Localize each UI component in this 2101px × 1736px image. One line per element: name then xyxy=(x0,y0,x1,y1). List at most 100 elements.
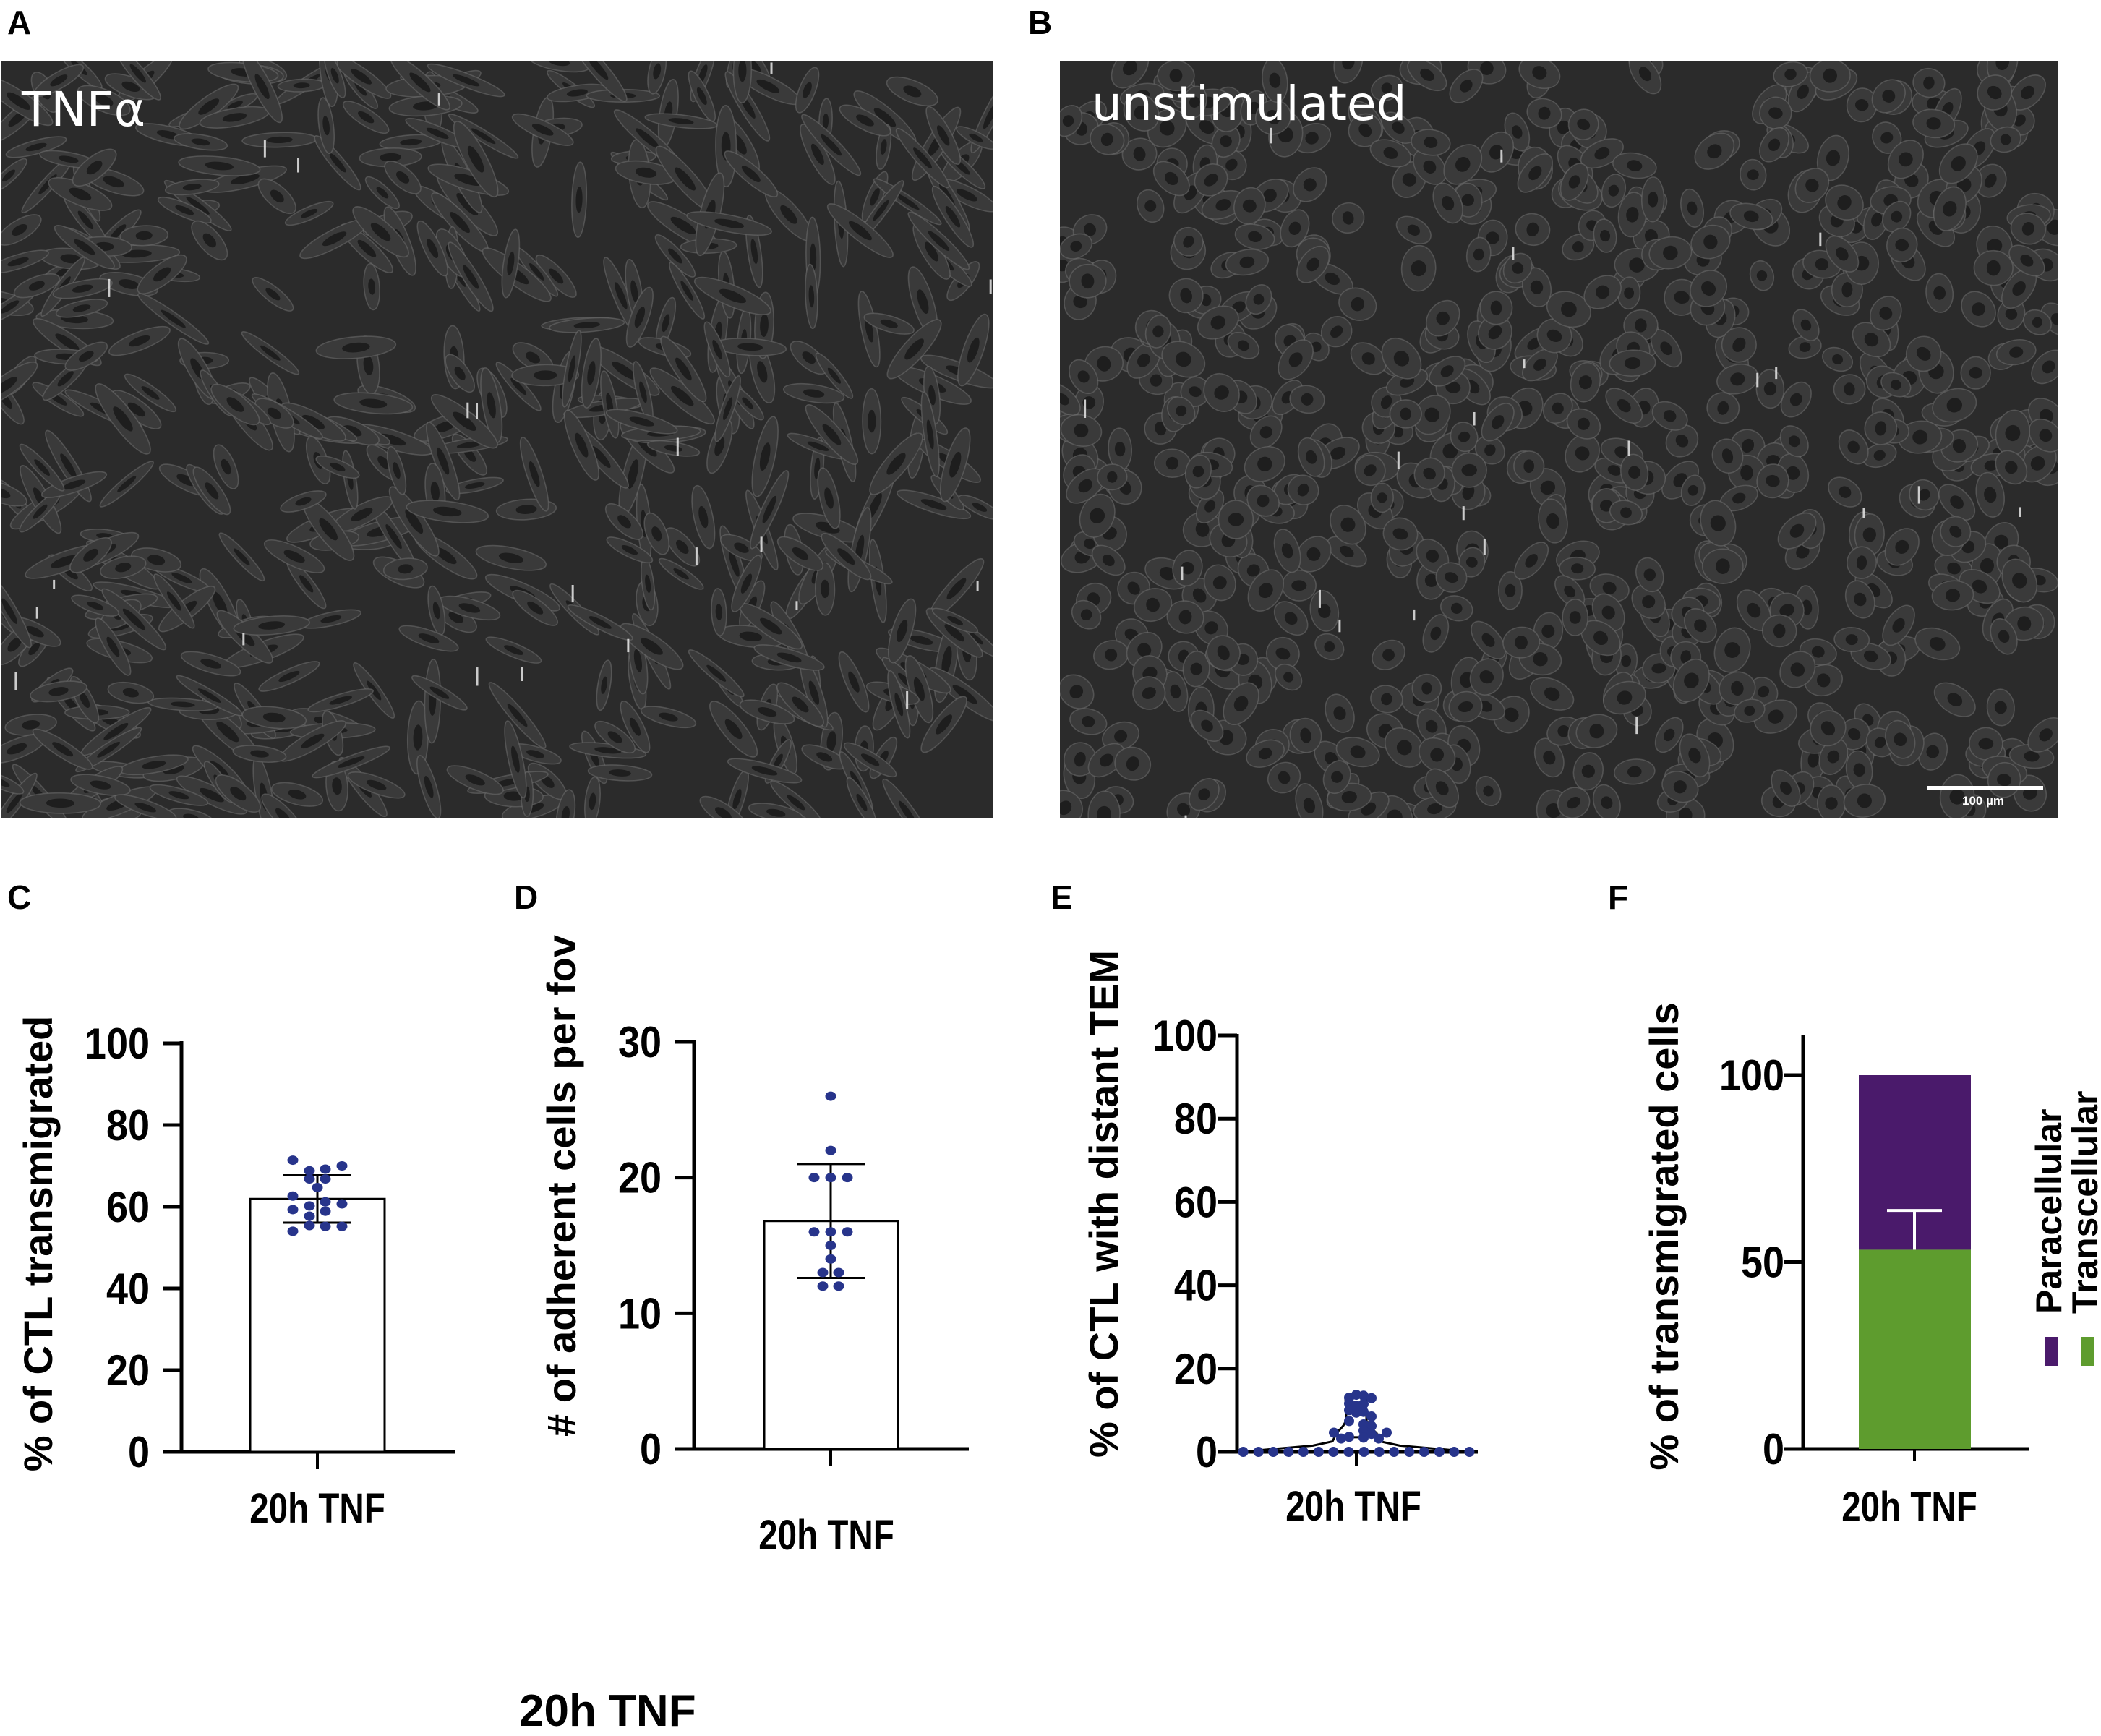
data-point xyxy=(304,1211,315,1221)
data-point xyxy=(1358,1398,1369,1409)
y-tick-label: 100 xyxy=(1719,1051,1784,1100)
data-point xyxy=(1358,1390,1369,1401)
data-point xyxy=(1328,1447,1339,1457)
data-point xyxy=(320,1174,331,1184)
data-point xyxy=(1374,1433,1384,1444)
data-point xyxy=(833,1281,844,1291)
micrograph-label-unstimulated: unstimulated xyxy=(1092,76,1407,132)
data-point xyxy=(1344,1416,1354,1427)
y-tick-label: 10 xyxy=(618,1290,662,1338)
y-tick-label: 20 xyxy=(618,1154,662,1202)
y-axis-title-d: # of adherent cells per fov xyxy=(539,935,584,1437)
y-tick-label: 60 xyxy=(106,1183,150,1231)
bar-c xyxy=(249,1197,386,1453)
data-point xyxy=(808,1173,820,1183)
data-point xyxy=(1358,1425,1369,1436)
data-point xyxy=(825,1091,836,1101)
y-axis-title-e: % of CTL with distant TEM xyxy=(1081,950,1126,1458)
data-point xyxy=(1464,1447,1475,1457)
panel-letter-e: E xyxy=(1050,878,1073,916)
y-tick-label: 0 xyxy=(128,1428,150,1476)
data-point xyxy=(1366,1421,1377,1432)
data-point xyxy=(287,1191,299,1201)
micrograph-tnf: TNFα xyxy=(1,61,993,818)
y-tick-label: 100 xyxy=(85,1019,150,1068)
data-point xyxy=(1358,1406,1369,1417)
data-point xyxy=(825,1254,836,1264)
data-point xyxy=(320,1221,331,1231)
data-point xyxy=(287,1226,299,1236)
chart-c: % of CTL transmigrated 0 20 40 60 80 100 20h … xyxy=(15,1016,455,1532)
micrograph-texture xyxy=(1,61,993,818)
data-point xyxy=(1344,1432,1354,1442)
panel-letter-c: C xyxy=(7,878,32,916)
y-tick-label: 50 xyxy=(1741,1239,1784,1287)
bar-segment-transcellular xyxy=(1859,1249,1971,1449)
data-point xyxy=(1268,1447,1279,1457)
data-point xyxy=(336,1161,348,1171)
data-point xyxy=(842,1227,853,1237)
legend-swatch-paracellular xyxy=(2045,1337,2058,1366)
data-point xyxy=(304,1174,315,1184)
data-point xyxy=(320,1164,331,1174)
panel-letter-a: A xyxy=(7,4,32,41)
data-point xyxy=(1283,1447,1294,1457)
y-axis-title-c: % of CTL transmigrated xyxy=(15,1016,61,1472)
data-point xyxy=(1329,1427,1339,1438)
micrograph-label-tnf: TNFα xyxy=(22,82,146,137)
data-point xyxy=(1419,1447,1429,1457)
data-point xyxy=(1298,1447,1309,1457)
y-tick-label: 0 xyxy=(1196,1428,1218,1476)
data-point xyxy=(287,1205,299,1215)
y-tick-label: 30 xyxy=(618,1018,662,1066)
micrograph-unstimulated: unstimulated 100 µm xyxy=(1060,61,2058,818)
y-axis-title-f: % of transmigrated cells xyxy=(1641,1002,1687,1470)
data-point xyxy=(1434,1447,1445,1457)
category-label-c: 20h TNF xyxy=(249,1486,385,1533)
data-point xyxy=(1382,1427,1392,1438)
data-point xyxy=(1238,1447,1249,1457)
data-point xyxy=(320,1197,331,1207)
legend-swatch-transcellular xyxy=(2081,1337,2094,1366)
data-point xyxy=(1404,1447,1415,1457)
micrograph-texture xyxy=(1060,61,2058,818)
data-point xyxy=(817,1281,829,1291)
scale-bar-label: 100 µm xyxy=(1962,794,2004,808)
y-tick-label: 0 xyxy=(1763,1425,1784,1474)
data-point xyxy=(336,1221,348,1231)
data-point xyxy=(808,1227,820,1237)
data-point xyxy=(1313,1447,1324,1457)
panel-letter-b: B xyxy=(1028,4,1053,41)
data-point xyxy=(1366,1411,1377,1422)
y-tick-label: 40 xyxy=(1174,1262,1218,1310)
y-tick-label: 60 xyxy=(1174,1179,1218,1227)
y-tick-label: 20 xyxy=(106,1346,150,1395)
data-point xyxy=(1449,1447,1460,1457)
data-point xyxy=(287,1155,299,1166)
panel-letter-f: F xyxy=(1608,878,1629,916)
chart-d: # of adherent cells per fov 0 10 20 30 20h … xyxy=(539,935,969,1559)
stray-category-label: 20h TNF xyxy=(519,1686,696,1736)
data-point xyxy=(304,1166,315,1176)
data-point xyxy=(1358,1447,1369,1457)
y-tick-label: 0 xyxy=(640,1425,662,1474)
y-tick-label: 80 xyxy=(1174,1095,1218,1144)
legend-label-paracellular: Paracellular xyxy=(2029,1108,2069,1314)
category-label-d: 20h TNF xyxy=(758,1513,894,1560)
data-point xyxy=(336,1199,348,1209)
data-point xyxy=(825,1145,836,1155)
data-point xyxy=(1343,1447,1354,1457)
legend-label-transcellular: Transcellular xyxy=(2065,1091,2101,1314)
data-point xyxy=(1358,1432,1369,1443)
data-point xyxy=(825,1173,836,1183)
y-tick-label: 20 xyxy=(1174,1345,1218,1393)
panel-letter-d: D xyxy=(514,878,539,916)
category-label-f: 20h TNF xyxy=(1841,1484,1977,1531)
data-point xyxy=(825,1227,836,1237)
y-tick-label: 100 xyxy=(1152,1012,1218,1060)
data-point xyxy=(825,1241,836,1250)
data-point xyxy=(320,1206,331,1216)
y-tick-label: 40 xyxy=(106,1265,150,1313)
